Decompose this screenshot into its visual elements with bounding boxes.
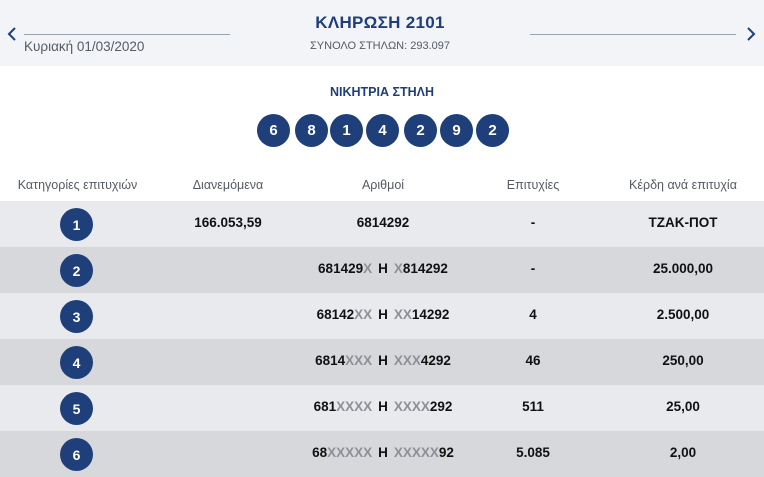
matching-numbers: 6814292	[278, 215, 488, 230]
header-divider-right	[530, 34, 736, 35]
category-badge: 1	[60, 208, 93, 241]
matching-numbers: 681XXXX Η XXXX292	[278, 399, 488, 414]
header-distributed: Διανεμόμενα	[192, 178, 264, 192]
table-row: 5 681XXXX Η XXXX292 511 25,00	[0, 385, 764, 431]
numbers-prefix: 681429	[318, 261, 364, 276]
matching-numbers: 68142XX Η XX14292	[278, 307, 488, 322]
numbers-suffix: 92	[438, 445, 454, 460]
numbers-suffix: 14292	[411, 307, 450, 322]
prize-per-winner: 250,00	[662, 353, 704, 368]
category-badge: 2	[60, 254, 93, 287]
numbers-connector: Η	[378, 307, 388, 322]
table-row: 3 68142XX Η XX14292 4 2.500,00	[0, 293, 764, 339]
draw-date: Κυριακή 01/03/2020	[24, 39, 145, 54]
numbers-prefix: 68	[312, 445, 328, 460]
winning-column-title: ΝΙΚΗΤΡΙΑ ΣΤΗΛΗ	[329, 85, 435, 99]
numbers-mask-right: X	[393, 261, 403, 276]
numbers-prefix: 6814	[315, 353, 346, 368]
numbers-suffix: 4292	[420, 353, 451, 368]
header-numbers: Αριθμοί	[361, 178, 405, 192]
winners-count: -	[530, 261, 536, 276]
next-draw-button[interactable]	[741, 22, 761, 46]
numbers-mask-right: XX	[393, 307, 412, 322]
numbers-mask-left: XXXXX	[327, 445, 373, 460]
numbers-prefix: 681	[313, 399, 337, 414]
winners-count: 46	[525, 353, 541, 368]
numbers-mask-left: XXXX	[336, 399, 373, 414]
draw-header: Κυριακή 01/03/2020 ΚΛΗΡΩΣΗ 2101 ΣΥΝΟΛΟ Σ…	[0, 0, 764, 66]
numbers-prefix: 68142	[316, 307, 355, 322]
prize-per-winner: 2,00	[669, 445, 697, 460]
table-row: 6 68XXXXX Η XXXXX92 5.085 2,00	[0, 431, 764, 477]
numbers-connector: Η	[378, 445, 388, 460]
winning-number-ball: 8	[295, 114, 328, 147]
numbers-mask-left: X	[363, 261, 373, 276]
winners-count: 5.085	[516, 445, 550, 460]
prize-per-winner: 25,00	[666, 399, 700, 414]
numbers-suffix: 814292	[402, 261, 448, 276]
header-divider-left	[24, 34, 230, 35]
header-category: Κατηγορίες επιτυχιών	[17, 178, 138, 192]
numbers-connector: Η	[378, 261, 388, 276]
winners-count: 511	[522, 399, 544, 414]
winners-count: -	[530, 215, 536, 230]
prize-per-winner: ΤΖΑΚ-ΠΟΤ	[648, 215, 718, 230]
winning-number-ball: 6	[257, 114, 290, 147]
winning-number-ball: 2	[404, 114, 437, 147]
prize-per-winner: 2.500,00	[656, 307, 710, 322]
category-badge: 6	[60, 438, 93, 471]
results-table-header: Κατηγορίες επιτυχιών Διανεμόμενα Αριθμοί…	[0, 170, 764, 201]
draw-title: ΚΛΗΡΩΣΗ 2101	[315, 13, 445, 32]
numbers-connector: Η	[378, 353, 388, 368]
numbers-prefix: 6814292	[356, 215, 410, 230]
numbers-mask-right: XXXX	[393, 399, 430, 414]
winning-number-ball: 9	[440, 114, 473, 147]
matching-numbers: 681429X Η X814292	[278, 261, 488, 276]
chevron-right-icon	[747, 27, 756, 41]
category-badge: 4	[60, 346, 93, 379]
winning-number-ball: 4	[366, 114, 399, 147]
previous-draw-button[interactable]	[2, 22, 22, 46]
winning-number-ball: 1	[330, 114, 363, 147]
numbers-connector: Η	[378, 399, 388, 414]
table-row: 4 6814XXX Η XXX4292 46 250,00	[0, 339, 764, 385]
category-badge: 3	[60, 300, 93, 333]
winners-count: 4	[529, 307, 537, 322]
prize-per-winner: 25.000,00	[652, 261, 714, 276]
header-prize: Κέρδη ανά επιτυχία	[629, 178, 737, 192]
chevron-left-icon	[7, 27, 16, 41]
category-badge: 5	[60, 392, 93, 425]
matching-numbers: 6814XXX Η XXX4292	[278, 353, 488, 368]
winning-number-ball: 2	[476, 114, 509, 147]
numbers-mask-left: XXX	[345, 353, 373, 368]
table-row: 2 681429X Η X814292-25.000,00	[0, 247, 764, 293]
total-columns: ΣΥΝΟΛΟ ΣΤΗΛΩΝ: 293.097	[309, 40, 451, 52]
matching-numbers: 68XXXXX Η XXXXX92	[278, 445, 488, 460]
numbers-mask-left: XX	[354, 307, 373, 322]
header-winners: Επιτυχίες	[506, 178, 560, 192]
distributed-amount: 166.053,59	[194, 215, 262, 230]
numbers-mask-right: XXX	[393, 353, 421, 368]
numbers-mask-right: XXXXX	[393, 445, 439, 460]
numbers-suffix: 292	[429, 399, 453, 414]
table-row: 1 166.053,59 6814292 - ΤΖΑΚ-ΠΟΤ	[0, 201, 764, 247]
